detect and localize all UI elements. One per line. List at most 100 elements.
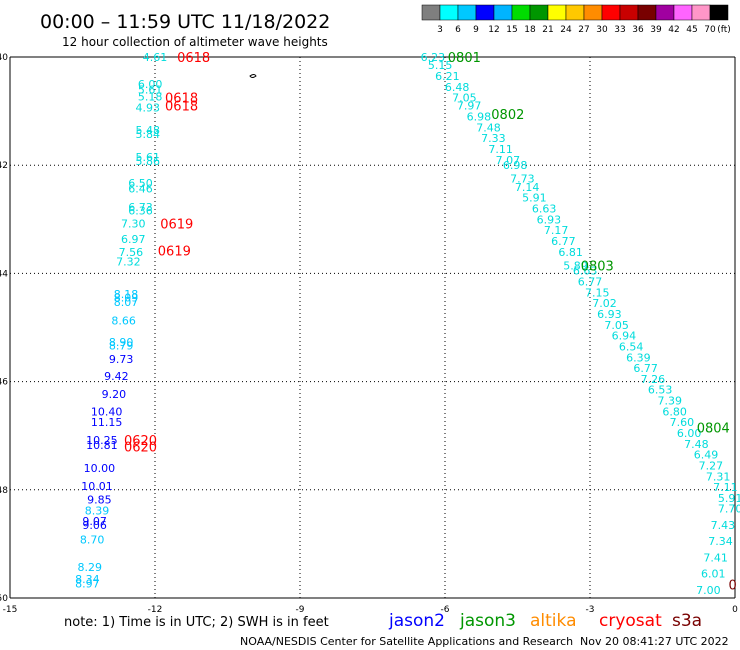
y-tick-label: -46 (0, 378, 8, 388)
pass-time-label: 0620 (124, 434, 157, 449)
wave-height-point: 6.93 (597, 308, 622, 321)
y-tick-label: -42 (0, 161, 8, 171)
wave-height-point: 9.42 (104, 370, 129, 383)
wave-height-point: 7.11 (488, 143, 513, 156)
wave-height-point: 7.48 (476, 121, 501, 134)
wave-height-point: 6.01 (701, 568, 726, 581)
x-tick-label: -3 (586, 605, 595, 615)
data-points: 4.616.005.615.184.935.485.845.615.866.50… (75, 51, 740, 597)
wave-height-point: 8.90 (109, 336, 134, 349)
pass-time-label: 0804 (697, 422, 730, 437)
wave-height-point: 6.54 (619, 340, 644, 353)
wave-height-point: 4.61 (143, 51, 168, 64)
wave-height-point: 6.93 (537, 213, 562, 226)
wave-height-point: 7.02 (592, 297, 617, 310)
wave-height-point: 10.40 (91, 405, 123, 418)
colorbar-swatch (601, 4, 621, 21)
pass-time-label: 0619 (158, 245, 191, 260)
wave-height-point: 6.63 (573, 265, 598, 278)
colorbar-legend: 3 6 9 12 15 18 21 24 27 30 33 36 39 42 45 70 (ft) (421, 4, 731, 35)
colorbar-swatch (673, 4, 693, 21)
wave-height-point: 6.49 (694, 449, 719, 462)
wave-height-point: 7.32 (116, 255, 141, 268)
wave-height-point: 7.73 (510, 173, 535, 186)
pass-time-label: 0619 (160, 218, 193, 233)
wave-height-point: 5.61 (136, 151, 161, 164)
wave-height-point: 6.36 (128, 205, 153, 218)
wave-height-point: 9.20 (102, 388, 127, 401)
legend-jason2: jason2 (388, 611, 445, 631)
x-tick-label: -9 (296, 605, 305, 615)
time-labels: 0618061806180619061906200620080108020803… (124, 51, 737, 593)
colorbar-label: 9 (473, 25, 479, 35)
colorbar-swatch (493, 4, 513, 21)
colorbar-swatch (421, 4, 441, 21)
wave-height-point: 11.15 (91, 416, 123, 429)
wave-height-point: 7.15 (585, 286, 610, 299)
wave-height-point: 7.30 (121, 218, 146, 231)
wave-height-point: 5.91 (718, 492, 740, 505)
colorbar-label: 30 (596, 25, 608, 35)
wave-height-point: 6.98 (503, 159, 528, 172)
legend-jason3: jason3 (459, 611, 516, 631)
wave-height-point: 7.00 (696, 584, 721, 597)
pass-time-label: 0 (728, 578, 736, 593)
wave-height-point: 6.77 (633, 362, 658, 375)
y-tick-label: -40 (0, 53, 8, 63)
wave-height-point: 9.06 (82, 519, 107, 532)
wave-height-point: 10.01 (81, 480, 113, 493)
wave-height-point: 5.84 (136, 128, 161, 141)
wave-height-point: 8.09 (114, 292, 139, 305)
y-tick-label: -44 (0, 269, 8, 279)
wave-height-point: 7.31 (706, 470, 731, 483)
wave-height-point: 9.07 (82, 515, 107, 528)
wave-height-point: 7.14 (515, 181, 540, 194)
colorbar-label: 24 (560, 25, 572, 35)
footer-note: note: 1) Time is in UTC; 2) SWH is in fe… (64, 615, 329, 630)
colorbar-label: 45 (686, 25, 697, 35)
colorbar-label: 3 (437, 25, 443, 35)
wave-height-point: 7.43 (711, 519, 736, 532)
wave-height-point: 6.53 (648, 384, 673, 397)
colorbar-label: 27 (578, 25, 589, 35)
wave-height-point: 9.73 (109, 353, 134, 366)
wave-height-point: 7.97 (457, 100, 482, 113)
wave-height-point: 7.05 (604, 319, 629, 332)
wave-height-point: 7.60 (670, 416, 695, 429)
wave-height-point: 7.34 (708, 535, 733, 548)
colorbar-label: 42 (668, 25, 679, 35)
colorbar-swatch (691, 4, 711, 21)
colorbar-swatch (619, 4, 639, 21)
wave-height-point: 8.66 (111, 314, 136, 327)
colorbar-label: 21 (542, 25, 553, 35)
wave-height-point: 10.81 (86, 439, 118, 452)
wave-height-point: 6.73 (128, 201, 153, 214)
wave-height-point: 9.85 (87, 494, 112, 507)
colorbar-swatch (439, 4, 459, 21)
wave-height-point: 6.23 (421, 51, 446, 64)
land-outline (249, 74, 257, 78)
wave-height-point: 7.07 (496, 154, 521, 167)
wave-height-point: 5.15 (428, 59, 453, 72)
wave-height-point: 7.48 (684, 438, 709, 451)
wave-height-point: 6.80 (662, 405, 687, 418)
wave-height-point: 6.00 (138, 78, 163, 91)
wave-height-point: 10.25 (86, 434, 118, 447)
wave-height-point: 6.63 (532, 202, 557, 215)
colorbar-swatch (655, 4, 675, 21)
colorbar-swatch (511, 4, 531, 21)
pass-time-label: 0618 (177, 51, 210, 66)
wave-height-point: 7.27 (699, 459, 724, 472)
colorbar-label: 6 (455, 25, 461, 35)
colorbar-swatch (709, 4, 729, 21)
wave-height-point: 5.61 (138, 83, 163, 96)
wave-height-point: 6.48 (445, 81, 470, 94)
colorbar-label: 39 (650, 25, 662, 35)
y-tick-label: -48 (0, 486, 8, 496)
wave-height-point: 5.48 (136, 124, 161, 137)
wave-height-point: 8.97 (75, 577, 100, 590)
colorbar-swatch (529, 4, 549, 21)
wave-height-point: 5.89 (563, 259, 588, 272)
x-tick-label: -12 (148, 605, 163, 615)
wave-height-point: 7.26 (641, 373, 666, 386)
